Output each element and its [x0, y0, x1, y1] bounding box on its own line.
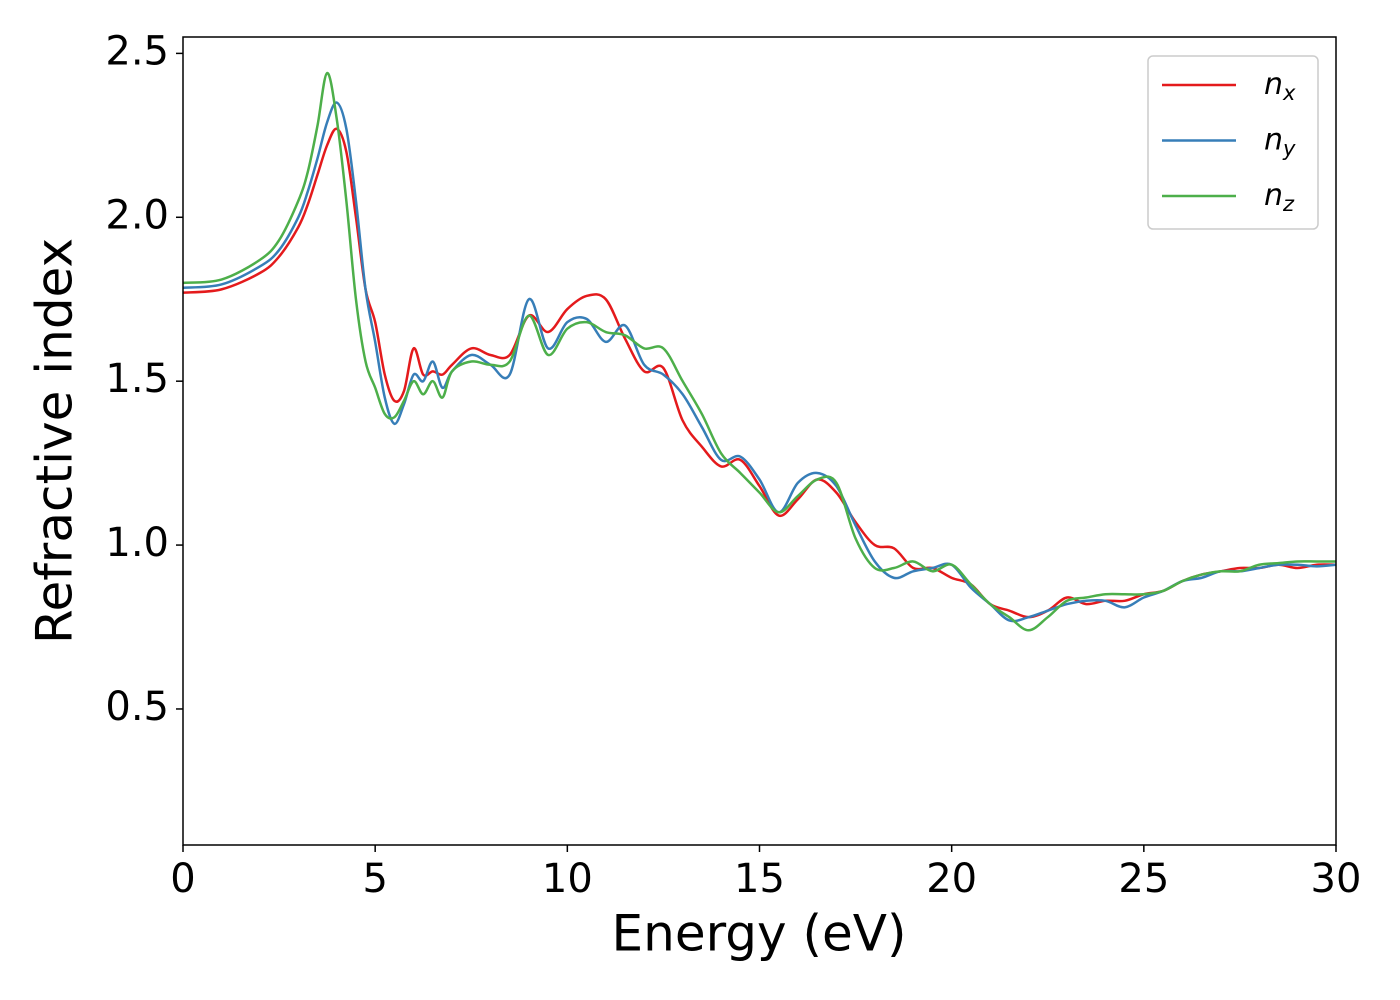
y-tick-label: 2.5	[105, 28, 169, 74]
legend-label: nz	[1264, 178, 1295, 217]
plot-frame	[182, 36, 1337, 846]
legend-box	[1147, 55, 1319, 230]
x-tick-label: 15	[734, 856, 785, 902]
x-tick-label: 20	[926, 856, 977, 902]
x-tick-label: 25	[1118, 856, 1169, 902]
y-tick-label: 1.0	[105, 520, 169, 566]
x-tick-label: 30	[1311, 856, 1362, 902]
legend-label: ny	[1264, 122, 1296, 161]
y-tick-label: 0.5	[105, 684, 169, 730]
x-tick-label: 0	[170, 856, 195, 902]
y-tick-label: 1.5	[105, 356, 169, 402]
y-axis-label: Refractive index	[26, 238, 84, 644]
x-tick-label: 5	[362, 856, 387, 902]
y-tick-label: 2.0	[105, 192, 169, 238]
line	[182, 71, 1336, 632]
line	[182, 101, 1337, 623]
x-tick-label: 10	[542, 856, 593, 902]
legend-label: nx	[1264, 67, 1296, 106]
x-axis-label: Energy (eV)	[612, 905, 907, 963]
